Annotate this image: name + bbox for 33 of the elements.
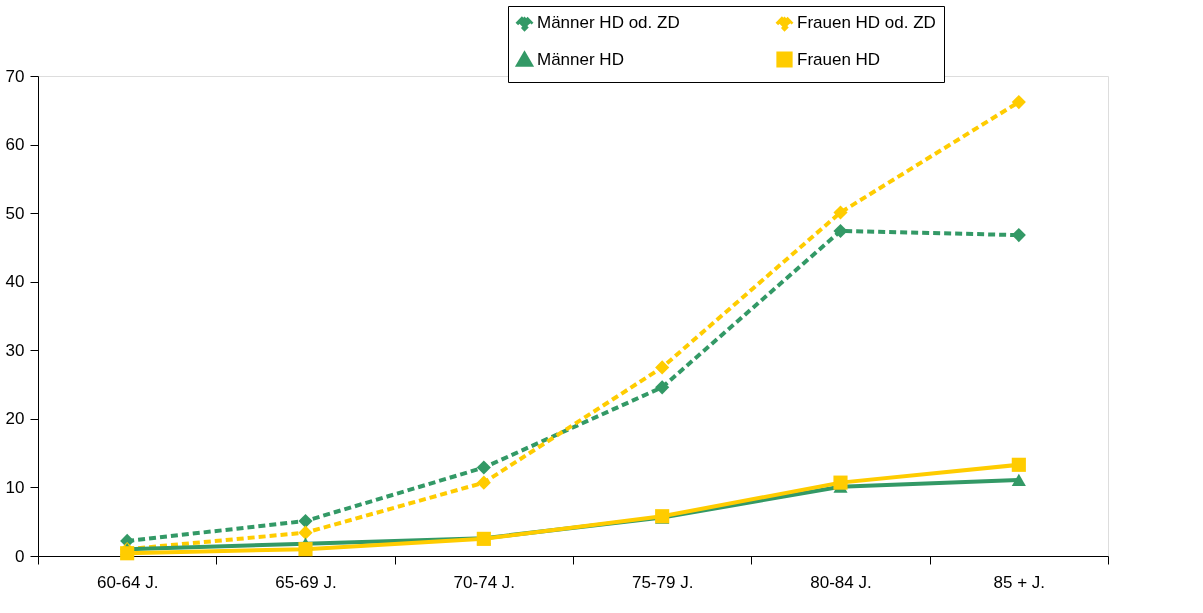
x-tick-label: 70-74 J. [453,572,516,592]
point [298,525,313,540]
y-tick-label: 30 [5,340,25,360]
y-tick-label: 10 [5,477,25,497]
legend-label: Männer HD od. ZD [537,12,680,32]
legend-label: Frauen HD od. ZD [797,12,936,32]
legend-label: Frauen HD [797,49,881,69]
point [655,380,670,395]
point [476,460,491,475]
y-tick-label: 40 [5,272,25,292]
point [833,223,848,239]
point [298,542,313,557]
point [476,475,491,490]
point [1011,228,1026,243]
point [1011,94,1026,110]
point [298,513,313,529]
x-tick-label: 65-69 J. [275,572,337,592]
point [655,360,670,375]
x-tick-label: 80-84 J. [810,572,872,592]
point [1011,457,1026,472]
y-tick-label: 60 [5,135,25,155]
point [833,205,848,220]
point [1011,473,1026,487]
y-tick-label: 70 [5,66,25,86]
x-tick-label: 75-79 J. [631,572,694,592]
legend-label: Männer HD [537,49,624,69]
x-tick-label: 85 + J. [993,572,1046,592]
point [833,475,848,490]
point [120,546,135,561]
y-tick-label: 0 [15,546,25,566]
x-tick-label: 60-64 J. [96,572,159,592]
y-tick-label: 50 [5,203,25,223]
y-tick-label: 20 [5,409,25,429]
